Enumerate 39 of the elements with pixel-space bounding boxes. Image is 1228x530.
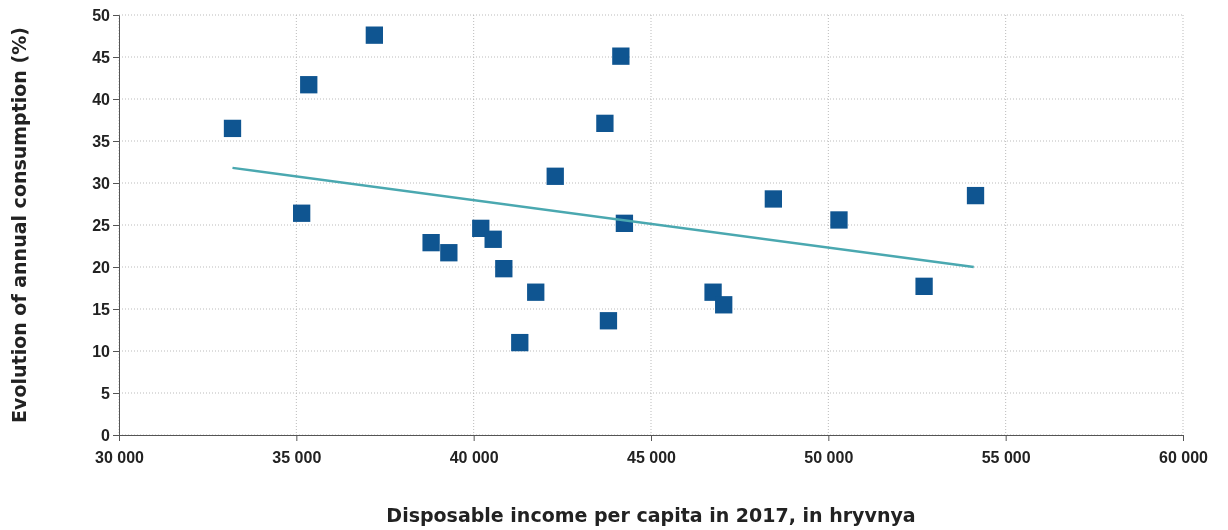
point bbox=[599, 312, 618, 330]
y-tick-label: 35 bbox=[92, 132, 111, 150]
point bbox=[527, 283, 545, 301]
x-tick-label: 50 000 bbox=[804, 449, 854, 467]
point bbox=[495, 260, 513, 278]
point bbox=[422, 233, 440, 252]
y-tick-label: 25 bbox=[92, 216, 111, 234]
y-tick-label: 20 bbox=[92, 258, 111, 276]
x-axis-title: Disposable income per capita in 2017, in hryvnya bbox=[386, 504, 916, 526]
x-tick-label: 35 000 bbox=[272, 449, 322, 467]
y-tick-label: 45 bbox=[92, 48, 111, 66]
point bbox=[715, 296, 733, 314]
x-tick-label: 40 000 bbox=[449, 449, 499, 467]
y-tick-label: 50 bbox=[92, 6, 111, 24]
point bbox=[440, 244, 458, 262]
point bbox=[292, 204, 311, 222]
x-tick-label: 30 000 bbox=[95, 449, 145, 467]
x-tick-label: 45 000 bbox=[627, 449, 677, 467]
point bbox=[966, 186, 985, 205]
point bbox=[596, 114, 614, 133]
point bbox=[915, 277, 933, 295]
y-tick-label: 30 bbox=[92, 174, 111, 192]
point bbox=[223, 119, 242, 138]
y-tick-label: 0 bbox=[101, 426, 111, 444]
point bbox=[300, 76, 318, 94]
point bbox=[830, 211, 848, 229]
point bbox=[764, 190, 783, 208]
y-tick-label: 40 bbox=[92, 90, 111, 108]
point bbox=[484, 230, 502, 248]
y-tick-label: 10 bbox=[92, 342, 111, 360]
x-tick-label: 55 000 bbox=[981, 449, 1031, 467]
point bbox=[546, 167, 564, 185]
y-tick-label: 15 bbox=[92, 300, 111, 318]
point bbox=[612, 47, 630, 65]
point bbox=[365, 26, 384, 44]
x-tick-label: 60 000 bbox=[1159, 449, 1209, 467]
point bbox=[511, 333, 529, 352]
y-axis-title: Evolution of annual consumption (%) bbox=[8, 27, 30, 423]
y-tick-label: 5 bbox=[101, 384, 111, 402]
